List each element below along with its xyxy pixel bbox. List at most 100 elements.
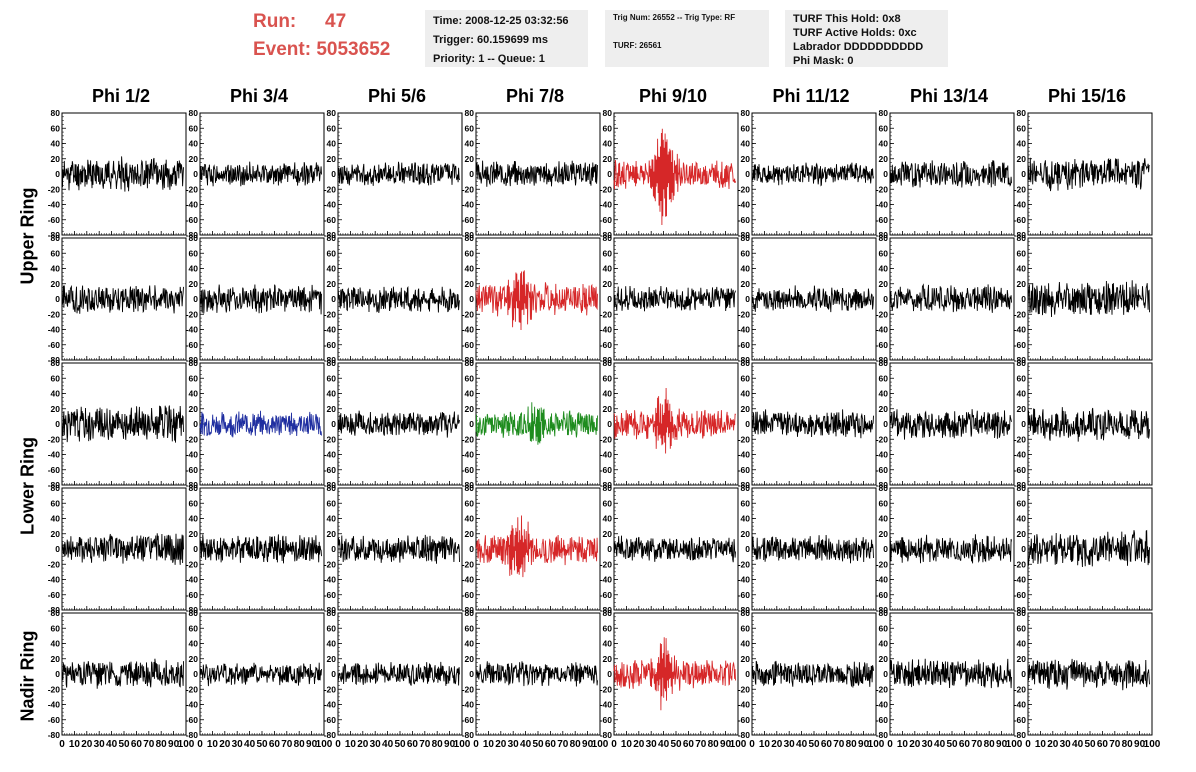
y-tick-label: -20 xyxy=(1014,184,1027,194)
x-tick-label: 0 xyxy=(611,739,617,750)
y-tick-label: 60 xyxy=(741,248,751,258)
x-tick-label: 90 xyxy=(858,739,870,750)
y-tick-label: 20 xyxy=(189,154,199,164)
x-tick-label: 100 xyxy=(454,739,471,750)
y-tick-label: 60 xyxy=(741,498,751,508)
y-tick-label: -40 xyxy=(876,575,889,585)
y-tick-label: 60 xyxy=(603,123,613,133)
y-tick-label: 0 xyxy=(745,294,750,304)
y-tick-label: 60 xyxy=(189,623,199,633)
y-tick-label: -20 xyxy=(600,559,613,569)
y-tick-label: -80 xyxy=(600,730,613,740)
x-tick-label: 30 xyxy=(784,739,796,750)
y-tick-label: 40 xyxy=(327,639,337,649)
column-header-phi-15-16: Phi 15/16 xyxy=(1047,86,1127,106)
y-tick-label: 40 xyxy=(1017,264,1027,274)
y-tick-label: 80 xyxy=(879,233,889,243)
time-line: Time: 2008-12-25 03:32:56 xyxy=(433,15,569,27)
y-tick-label: 80 xyxy=(603,233,613,243)
y-tick-label: 80 xyxy=(327,608,337,618)
waveform-trace xyxy=(889,409,1012,440)
y-tick-label: 20 xyxy=(879,154,889,164)
x-tick-label: 90 xyxy=(720,739,732,750)
y-tick-label: 20 xyxy=(327,654,337,664)
waveform-trace xyxy=(613,387,736,454)
column-header-phi-5-6: Phi 5/6 xyxy=(367,86,427,106)
panel-r1-c7: -80 -60 -40 -20 0 20 40 60 80 xyxy=(876,108,1015,240)
x-tick-label: 60 xyxy=(545,739,557,750)
y-tick-label: -80 xyxy=(462,480,475,490)
y-tick-label: 0 xyxy=(1021,169,1026,179)
y-tick-label: 0 xyxy=(745,544,750,554)
y-tick-label: 40 xyxy=(327,389,337,399)
panel-r1-c2: -80 -60 -40 -20 0 20 40 60 80 xyxy=(186,108,325,240)
y-tick-label: -80 xyxy=(600,605,613,615)
y-tick-label: 0 xyxy=(55,419,60,429)
y-tick-label: 40 xyxy=(879,389,889,399)
y-tick-label: 20 xyxy=(741,529,751,539)
column-header-phi-11-12: Phi 11/12 xyxy=(772,86,850,106)
y-tick-label: -60 xyxy=(48,465,61,475)
x-tick-label: 90 xyxy=(582,739,594,750)
y-tick-label: -60 xyxy=(462,215,475,225)
y-tick-label: 0 xyxy=(55,544,60,554)
y-tick-label: 80 xyxy=(327,358,337,368)
y-tick-label: 60 xyxy=(465,498,475,508)
y-tick-label: -40 xyxy=(738,200,751,210)
y-tick-label: -20 xyxy=(876,559,889,569)
y-tick-label: 40 xyxy=(603,514,613,524)
run-label: Run: xyxy=(253,11,297,32)
y-tick-label: 40 xyxy=(1017,389,1027,399)
waveform-trace xyxy=(475,160,598,187)
event-value: 5053652 xyxy=(316,39,391,60)
y-tick-label: 0 xyxy=(331,669,336,679)
y-tick-label: 20 xyxy=(879,404,889,414)
y-tick-label: -80 xyxy=(1014,230,1027,240)
waveform-trace xyxy=(613,535,736,563)
panel-r3-c2: -80 -60 -40 -20 0 20 40 60 80 xyxy=(186,358,325,490)
y-tick-label: -60 xyxy=(48,715,61,725)
y-tick-label: -40 xyxy=(462,700,475,710)
y-tick-label: 40 xyxy=(327,264,337,274)
x-tick-label: 20 xyxy=(909,739,921,750)
y-tick-label: 60 xyxy=(189,373,199,383)
y-tick-label: 40 xyxy=(465,639,475,649)
y-tick-label: -20 xyxy=(186,684,199,694)
y-tick-label: -80 xyxy=(738,480,751,490)
y-tick-label: -20 xyxy=(324,434,337,444)
y-tick-label: -80 xyxy=(462,230,475,240)
y-tick-label: 60 xyxy=(51,498,61,508)
y-tick-label: 80 xyxy=(741,108,751,118)
y-tick-label: 60 xyxy=(327,373,337,383)
y-tick-label: -20 xyxy=(48,559,61,569)
waveform-trace xyxy=(889,534,1012,564)
y-tick-label: -60 xyxy=(324,215,337,225)
y-tick-label: -40 xyxy=(876,325,889,335)
y-tick-label: -40 xyxy=(1014,575,1027,585)
panel-r2-c3: -80 -60 -40 -20 0 20 40 60 80 xyxy=(324,233,463,365)
x-tick-label: 30 xyxy=(94,739,106,750)
x-tick-label: 80 xyxy=(984,739,996,750)
y-tick-label: -40 xyxy=(600,200,613,210)
y-tick-label: 80 xyxy=(1017,358,1027,368)
y-tick-label: 60 xyxy=(51,248,61,258)
y-tick-label: 40 xyxy=(189,264,199,274)
y-tick-label: -20 xyxy=(186,309,199,319)
y-tick-label: 0 xyxy=(745,169,750,179)
y-tick-label: 60 xyxy=(189,498,199,508)
y-tick-label: 60 xyxy=(189,123,199,133)
y-tick-label: 80 xyxy=(879,108,889,118)
y-tick-label: 80 xyxy=(327,483,337,493)
y-tick-label: 60 xyxy=(603,248,613,258)
y-tick-label: 80 xyxy=(741,358,751,368)
y-tick-label: -80 xyxy=(324,730,337,740)
y-tick-label: -20 xyxy=(600,309,613,319)
y-tick-label: -60 xyxy=(738,340,751,350)
x-tick-label: 100 xyxy=(1006,739,1023,750)
y-tick-label: -40 xyxy=(1014,200,1027,210)
y-tick-label: 20 xyxy=(51,529,61,539)
x-tick-label: 30 xyxy=(508,739,520,750)
y-tick-label: -80 xyxy=(462,605,475,615)
y-tick-label: 0 xyxy=(607,294,612,304)
